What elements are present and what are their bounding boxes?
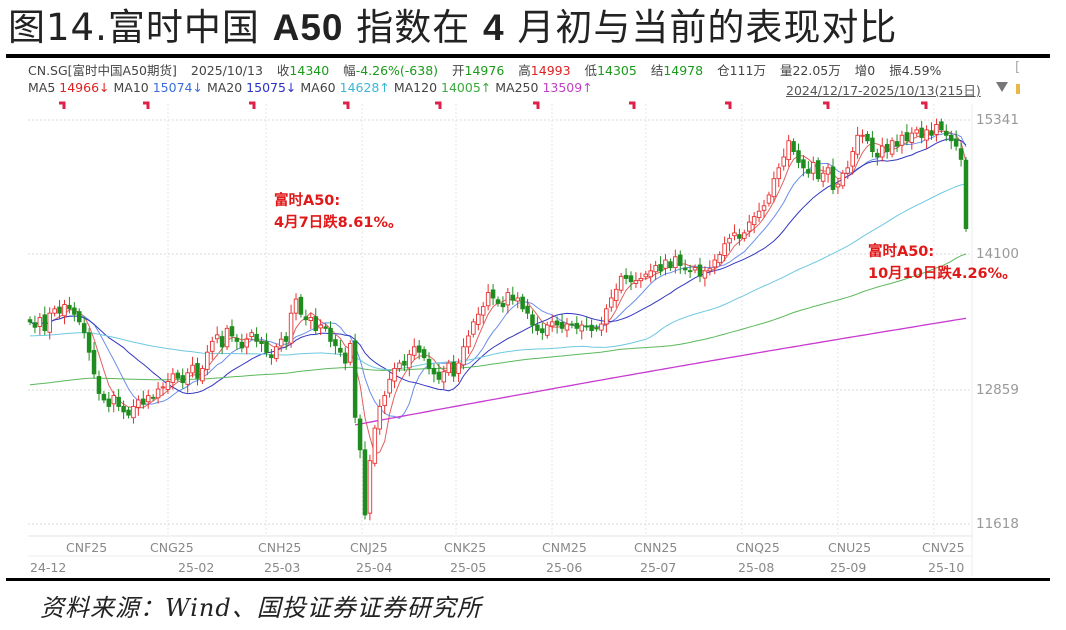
ma-value: 14005↑: [441, 80, 492, 95]
ma-label: MA10: [109, 80, 153, 95]
title-a50: A50: [272, 7, 344, 48]
high-value: 14993: [530, 63, 571, 78]
title-month: 4: [483, 7, 505, 48]
settle-value: 14978: [663, 63, 704, 78]
title-prefix: 图14.富时中国: [8, 6, 273, 49]
source-note: 资料来源：Wind、国投证券证券研究所: [40, 594, 482, 622]
oi-value: 111万: [729, 63, 766, 78]
figure-title: 图14.富时中国 A50 指数在 4 月初与当前的表现对比: [8, 4, 897, 52]
close-label: 收: [276, 63, 290, 78]
top-rule: [6, 54, 1050, 58]
annotation-line: 富时A50:: [868, 244, 935, 260]
volume-label: 量: [779, 63, 793, 78]
ma-value: 14966↓: [59, 80, 110, 95]
ma-label: MA250: [491, 80, 543, 95]
annotation-april: 富时A50: 4月7日跌8.61%。: [274, 190, 402, 234]
x-month-label: 25-03: [264, 560, 301, 575]
x-month-label: 25-02: [178, 560, 215, 575]
quote-date: 2025/10/13: [190, 63, 263, 78]
ma-label: MA5: [28, 80, 60, 95]
x-contract-label: CNV25: [922, 540, 965, 555]
ma-label: MA60: [296, 80, 340, 95]
title-suffix: 月初与当前的表现对比: [504, 6, 898, 49]
ma-value: 13509↑: [542, 80, 593, 95]
title-mid: 指数在: [343, 6, 484, 49]
chart-panel: [26, 58, 1020, 576]
increase-value: 0: [867, 63, 876, 78]
close-value: 14340: [289, 63, 330, 78]
x-contract-label: CNF25: [66, 540, 108, 555]
x-contract-label: CNH25: [258, 540, 302, 555]
change-value: -4.26%(-638): [355, 63, 439, 78]
x-contract-label: CNU25: [828, 540, 872, 555]
x-contract-label: CNK25: [444, 540, 487, 555]
date-range-selector[interactable]: 2024/12/17-2025/10/13(215日): [786, 83, 981, 98]
ma-value: 14628↑: [339, 80, 390, 95]
open-value: 14976: [464, 63, 505, 78]
y-tick-label: 15341: [976, 112, 1019, 128]
settle-label: 结: [650, 63, 664, 78]
increase-label: 增: [854, 63, 868, 78]
y-tick-label: 12859: [976, 382, 1019, 398]
y-tick-label: 14100: [976, 246, 1019, 262]
x-contract-label: CNJ25: [350, 540, 388, 555]
x-month-label: 25-06: [546, 560, 583, 575]
x-contract-label: CNN25: [634, 540, 678, 555]
quote-header: CN.SG[富时中国A50期货] 2025/10/13 收14340 幅-4.2…: [28, 60, 941, 79]
amplitude-value: 4.59%: [901, 63, 942, 78]
x-contract-label: CNM25: [542, 540, 587, 555]
x-month-label: 25-09: [830, 560, 867, 575]
low-label: 低: [584, 63, 598, 78]
symbol-label: CN.SG[富时中国A50期货]: [28, 63, 177, 78]
dropdown-arrow-icon[interactable]: [996, 82, 1008, 92]
x-month-label: 24-12: [30, 560, 67, 575]
y-tick-label: 11618: [976, 516, 1019, 532]
annotation-october: 富时A50: 10月10日跌4.26%。: [868, 241, 1017, 285]
annotation-line: 10月10日跌4.26%。: [868, 266, 1017, 282]
panel-bracket: [: [1015, 60, 1021, 75]
x-contract-label: CNQ25: [736, 540, 780, 555]
x-month-label: 25-05: [450, 560, 487, 575]
x-month-label: 25-07: [640, 560, 677, 575]
ma-label: MA120: [389, 80, 442, 95]
range-marker-icon: [1016, 84, 1020, 94]
high-label: 高: [518, 63, 531, 78]
annotation-line: 富时A50:: [274, 193, 341, 209]
open-label: 开: [452, 63, 465, 78]
ma-value: 15075↓: [246, 80, 297, 95]
low-value: 14305: [597, 63, 637, 78]
bottom-rule: [6, 578, 1050, 581]
x-contract-label: CNG25: [150, 540, 194, 555]
x-month-label: 25-08: [738, 560, 775, 575]
x-month-label: 25-04: [356, 560, 393, 575]
ma-label: MA20: [202, 80, 247, 95]
amplitude-label: 振: [889, 63, 902, 78]
x-month-label: 25-10: [928, 560, 965, 575]
volume-value: 22.05万: [792, 63, 841, 78]
ma-legend: MA5 14966↓ MA10 15074↓ MA20 15075↓ MA60 …: [28, 80, 593, 95]
change-label: 幅: [343, 63, 356, 78]
ma-value: 15074↓: [152, 80, 203, 95]
oi-label: 仓: [717, 63, 730, 78]
annotation-line: 4月7日跌8.61%。: [274, 215, 403, 231]
